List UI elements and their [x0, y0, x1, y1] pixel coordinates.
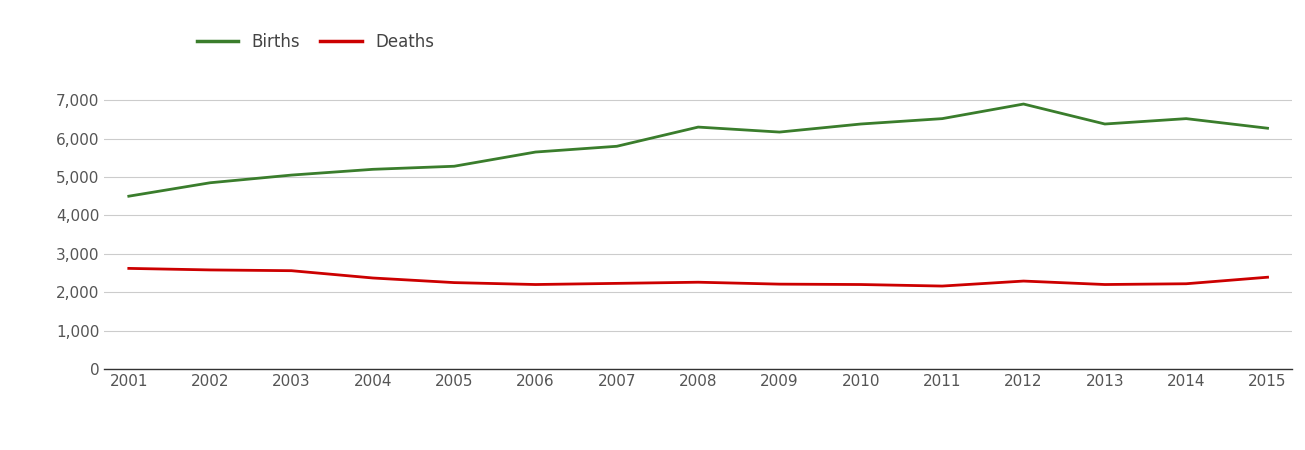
Deaths	[609, 281, 625, 286]
Deaths	[853, 282, 869, 287]
Births	[1098, 122, 1113, 127]
Births	[934, 116, 950, 122]
Deaths	[365, 275, 381, 281]
Deaths	[1015, 279, 1031, 284]
Deaths	[121, 266, 137, 271]
Births	[446, 163, 462, 169]
Births	[853, 122, 869, 127]
Deaths	[690, 279, 706, 285]
Deaths	[446, 280, 462, 285]
Deaths	[771, 281, 787, 287]
Births	[1259, 126, 1275, 131]
Deaths	[202, 267, 218, 273]
Births	[609, 144, 625, 149]
Births	[283, 172, 299, 178]
Births	[690, 124, 706, 130]
Deaths	[934, 284, 950, 289]
Line: Births: Births	[129, 104, 1267, 196]
Births	[1015, 101, 1031, 107]
Deaths	[1178, 281, 1194, 287]
Births	[365, 166, 381, 172]
Legend: Births, Deaths: Births, Deaths	[191, 26, 441, 57]
Deaths	[283, 268, 299, 274]
Deaths	[527, 282, 543, 287]
Births	[1178, 116, 1194, 122]
Births	[771, 129, 787, 135]
Births	[202, 180, 218, 185]
Births	[527, 149, 543, 155]
Deaths	[1259, 274, 1275, 280]
Line: Deaths: Deaths	[129, 268, 1267, 286]
Deaths	[1098, 282, 1113, 287]
Births	[121, 194, 137, 199]
